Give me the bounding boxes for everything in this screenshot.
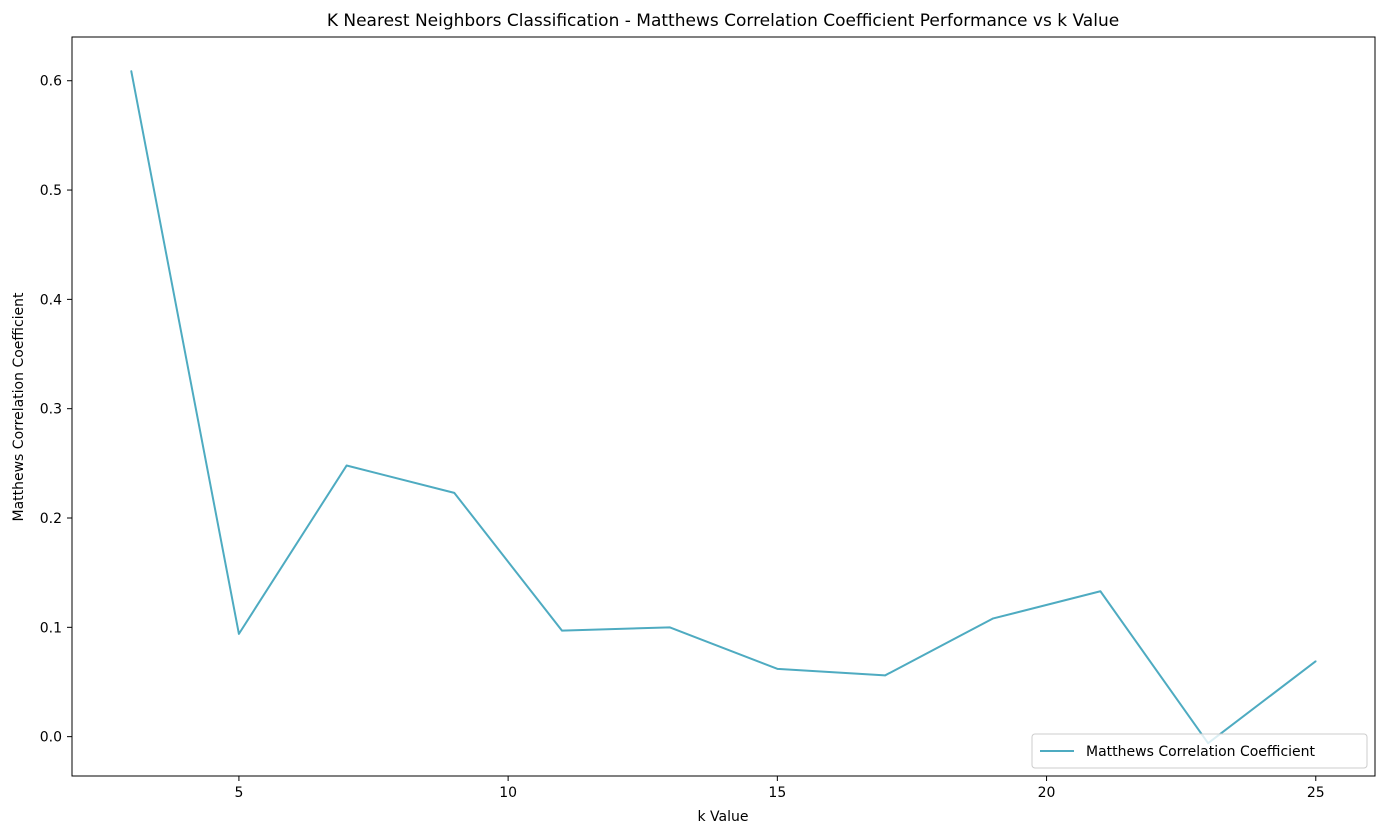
data-point: [1099, 590, 1102, 593]
data-point: [130, 70, 133, 72]
y-axis-ticks: 0.0 0.1 0.2 0.3 0.4 0.5 0.6: [40, 74, 72, 746]
x-tick-label: 20: [1038, 785, 1056, 801]
legend-box: [1031, 733, 1368, 769]
data-point: [1314, 660, 1317, 663]
x-tick-label: 25: [1307, 785, 1325, 801]
y-axis-label: Matthews Correlation Coefficient: [11, 292, 27, 522]
y-tick-label: 0.2: [40, 511, 62, 527]
legend: Matthews Correlation Coefficient: [1031, 733, 1368, 769]
x-tick-label: 10: [499, 785, 517, 801]
data-point: [238, 633, 240, 635]
plot-frame: [71, 36, 1376, 777]
data-point: [991, 617, 994, 620]
x-tick-label: 15: [768, 785, 786, 801]
data-point: [884, 674, 886, 677]
x-axis-ticks: 5 10 15 20 25: [234, 776, 1325, 801]
y-tick-label: 0.1: [40, 620, 62, 636]
data-point: [453, 492, 456, 494]
x-tick-label: 5: [234, 785, 243, 801]
y-tick-label: 0.4: [40, 292, 62, 308]
series-line: [130, 70, 1317, 745]
y-tick-label: 0.6: [40, 74, 62, 90]
data-point: [561, 629, 563, 632]
series-layer: [130, 70, 1317, 745]
y-tick-label: 0.5: [40, 183, 62, 199]
y-tick-label: 0.3: [40, 402, 62, 418]
chart-title: K Nearest Neighbors Classification - Mat…: [327, 11, 1119, 31]
x-axis-label: k Value: [697, 809, 748, 825]
data-point: [345, 464, 348, 467]
legend-label: Matthews Correlation Coefficient: [1086, 744, 1316, 760]
data-point: [668, 626, 671, 629]
y-tick-label: 0.0: [40, 730, 62, 746]
data-point: [776, 668, 779, 670]
